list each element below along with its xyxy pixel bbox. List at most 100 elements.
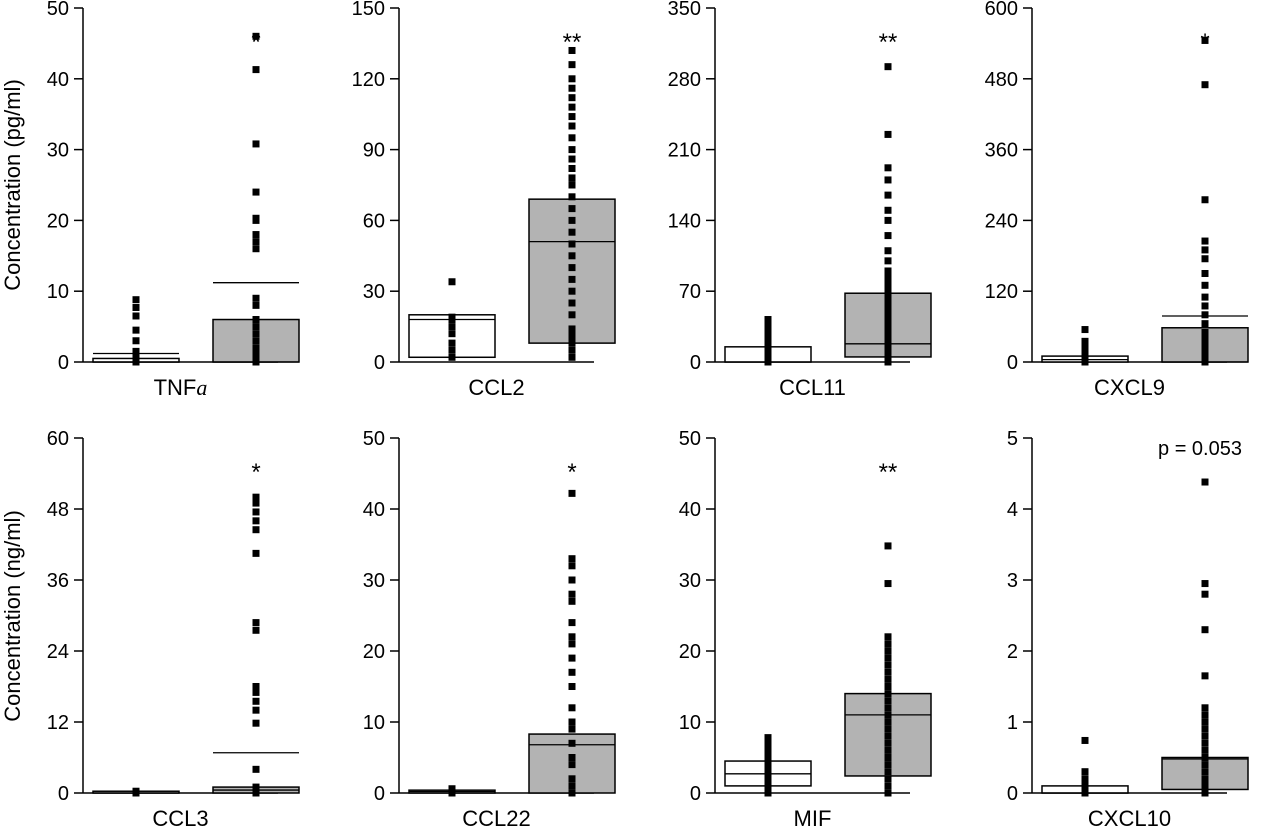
data-point (884, 542, 892, 550)
group-2 (844, 63, 932, 366)
data-point (568, 193, 576, 201)
data-point (884, 732, 892, 740)
data-point (764, 754, 772, 761)
data-point (884, 130, 892, 138)
data-point (884, 668, 892, 676)
data-point (1201, 754, 1209, 761)
data-point (884, 267, 892, 275)
data-point (568, 134, 576, 142)
data-point (884, 789, 892, 797)
data-point (132, 312, 140, 320)
data-point (884, 782, 892, 790)
panel-5: 0 12 24 36 48 60 * CCL3 (47, 428, 300, 826)
data-point (764, 316, 772, 324)
data-point (884, 191, 892, 199)
data-point (1081, 736, 1089, 744)
y-tick-label: 60 (47, 428, 69, 450)
y-tick-label: 0 (1007, 352, 1018, 374)
data-point (568, 640, 576, 648)
y-tick-label: 30 (363, 281, 385, 303)
panel-3: 0 70 140 210 280 350 ** CCL11 (668, 0, 932, 400)
data-point (252, 294, 260, 302)
data-point (568, 325, 576, 333)
data-point (568, 299, 576, 307)
data-point (1201, 704, 1209, 712)
data-point (1201, 590, 1209, 598)
data-point (884, 216, 892, 224)
y-tick-label: 50 (679, 428, 701, 450)
panel-title-base: TNF (154, 375, 197, 400)
data-point (1201, 478, 1209, 486)
panel-title: MIF (794, 806, 832, 826)
data-point (1201, 672, 1209, 680)
data-point (568, 683, 576, 690)
data-point (884, 633, 892, 641)
panel-title: TNFa (154, 375, 208, 400)
data-point (568, 94, 576, 102)
data-point (252, 347, 260, 355)
data-point (252, 231, 260, 239)
data-point (568, 311, 576, 319)
y-tick-label: 50 (47, 0, 69, 20)
data-point (1201, 718, 1209, 726)
y-tick-label: 350 (668, 0, 701, 20)
panel-2: 0 30 60 90 120 150 ** CCL2 (352, 0, 616, 400)
data-point (568, 346, 576, 354)
data-point (252, 626, 260, 634)
data-point (764, 782, 772, 790)
data-point (252, 344, 260, 352)
significance-label: ** (879, 459, 898, 486)
data-point (252, 493, 260, 501)
data-point (568, 181, 576, 189)
data-point (1201, 281, 1209, 289)
data-point (764, 757, 772, 765)
data-point (1201, 270, 1209, 277)
y-tick-label: 0 (1007, 783, 1018, 805)
y-tick-label: 120 (985, 281, 1018, 303)
data-point (1201, 237, 1209, 245)
data-point (252, 238, 260, 246)
data-point (884, 277, 892, 285)
data-point (884, 711, 892, 719)
data-point (132, 337, 140, 345)
data-point (1201, 320, 1209, 328)
y-tick-label: 150 (352, 0, 385, 20)
data-point (764, 789, 772, 797)
data-point (1201, 725, 1209, 733)
data-point (764, 328, 772, 336)
data-point (1201, 311, 1209, 319)
data-point (568, 339, 576, 347)
data-point (568, 668, 576, 676)
data-point (568, 775, 576, 783)
data-point (568, 155, 576, 163)
data-point (568, 164, 576, 172)
data-point (132, 347, 140, 355)
data-point (1201, 789, 1209, 797)
data-point (1081, 337, 1089, 345)
y-tick-label: 240 (985, 210, 1018, 232)
y-tick-label: 12 (47, 712, 69, 734)
data-point (448, 330, 456, 338)
data-point (764, 734, 772, 742)
y-tick-label: 20 (679, 641, 701, 663)
panel-title: CCL11 (779, 375, 846, 400)
data-point (884, 232, 892, 240)
group-1 (724, 316, 812, 366)
data-point (884, 348, 892, 356)
data-point (1081, 778, 1089, 786)
panel-title-suffix: a (196, 375, 207, 400)
data-point (568, 789, 576, 797)
data-point (448, 785, 456, 793)
data-point (252, 323, 260, 331)
data-point (1201, 246, 1209, 254)
y-tick-label: 20 (47, 210, 69, 232)
y-tick-label: 10 (363, 712, 385, 734)
y-tick-label: 30 (47, 140, 69, 162)
y-tick-label: 30 (363, 570, 385, 592)
data-point (1081, 343, 1089, 351)
panels: 01020304050*TNFa0306090120150**CCL207014… (47, 0, 1249, 826)
data-point (884, 739, 892, 747)
y-tick-label: 480 (985, 69, 1018, 91)
data-point (448, 346, 456, 354)
